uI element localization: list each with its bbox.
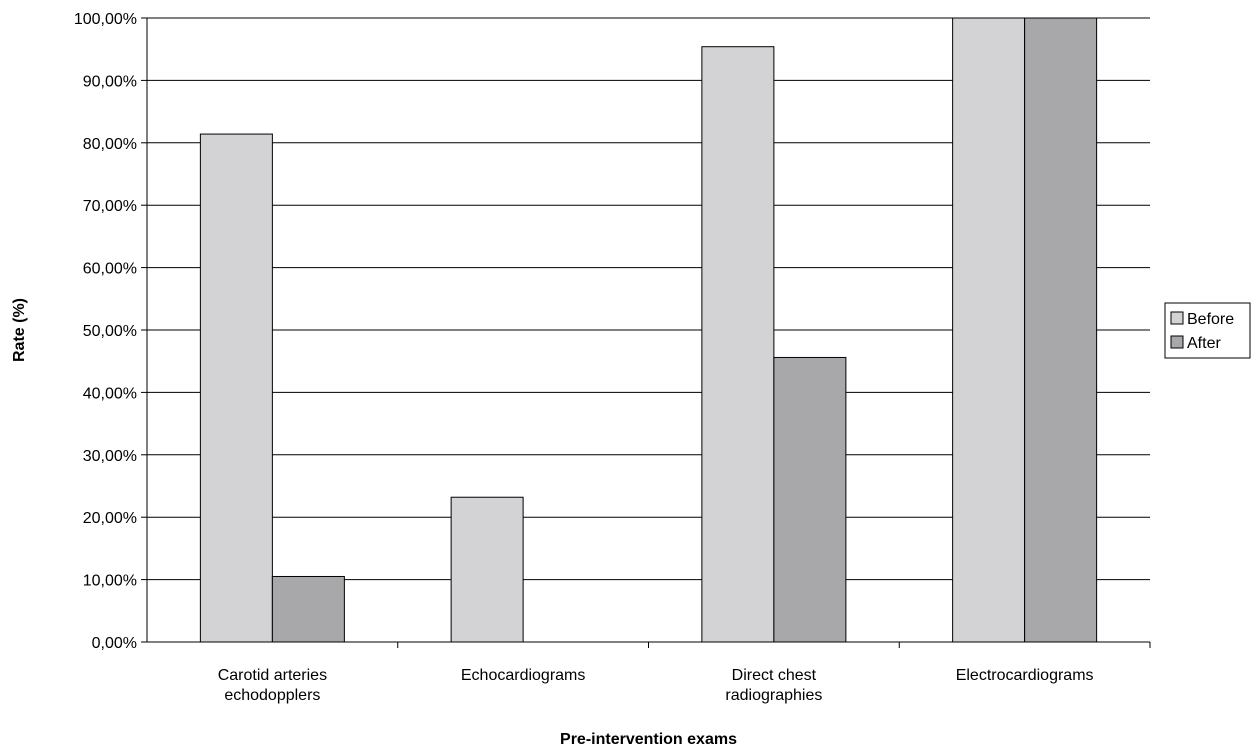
y-tick-label: 50,00% [83, 323, 137, 340]
legend-swatch-after [1170, 335, 1184, 349]
x-axis-title: Pre-intervention exams [560, 731, 737, 748]
y-tick-label: 100,00% [74, 11, 137, 28]
x-tick-label: Direct chest radiographies [725, 667, 822, 704]
y-tick-label: 40,00% [83, 385, 137, 402]
y-tick-label: 80,00% [83, 136, 137, 153]
bar-after-3 [1024, 17, 1098, 643]
y-tick-label: 0,00% [92, 635, 137, 652]
legend: Before After [1164, 302, 1251, 359]
bar-before-3 [952, 17, 1026, 643]
legend-swatch-before [1170, 311, 1184, 325]
x-tick-labels: Carotid arteries echodopplers Echocardiogr… [218, 642, 1151, 704]
y-tick-label: 90,00% [83, 73, 137, 90]
bar-before-0 [199, 133, 273, 643]
y-tick-label: 10,00% [83, 573, 137, 590]
bars [199, 17, 1098, 643]
bar-after-2 [773, 356, 847, 643]
x-tick-label: Carotid arteries echodopplers [218, 667, 327, 704]
y-tick-label: 20,00% [83, 510, 137, 527]
y-tick-label: 70,00% [83, 198, 137, 215]
legend-label-before: Before [1187, 311, 1234, 328]
bar-before-2 [701, 46, 775, 643]
y-tick-label: 60,00% [83, 261, 137, 278]
bar-after-0 [271, 575, 345, 643]
bar-before-1 [450, 496, 524, 643]
y-tick-labels: 0,00% 10,00% 20,00% 30,00% 40,00% 50,00% 60,00… [74, 11, 147, 652]
x-tick-label: Electrocardiograms [956, 667, 1094, 684]
y-axis-title: Rate (%) [11, 298, 28, 362]
legend-label-after: After [1187, 335, 1221, 352]
x-tick-label: Echocardiograms [461, 667, 586, 684]
y-tick-label: 30,00% [83, 448, 137, 465]
